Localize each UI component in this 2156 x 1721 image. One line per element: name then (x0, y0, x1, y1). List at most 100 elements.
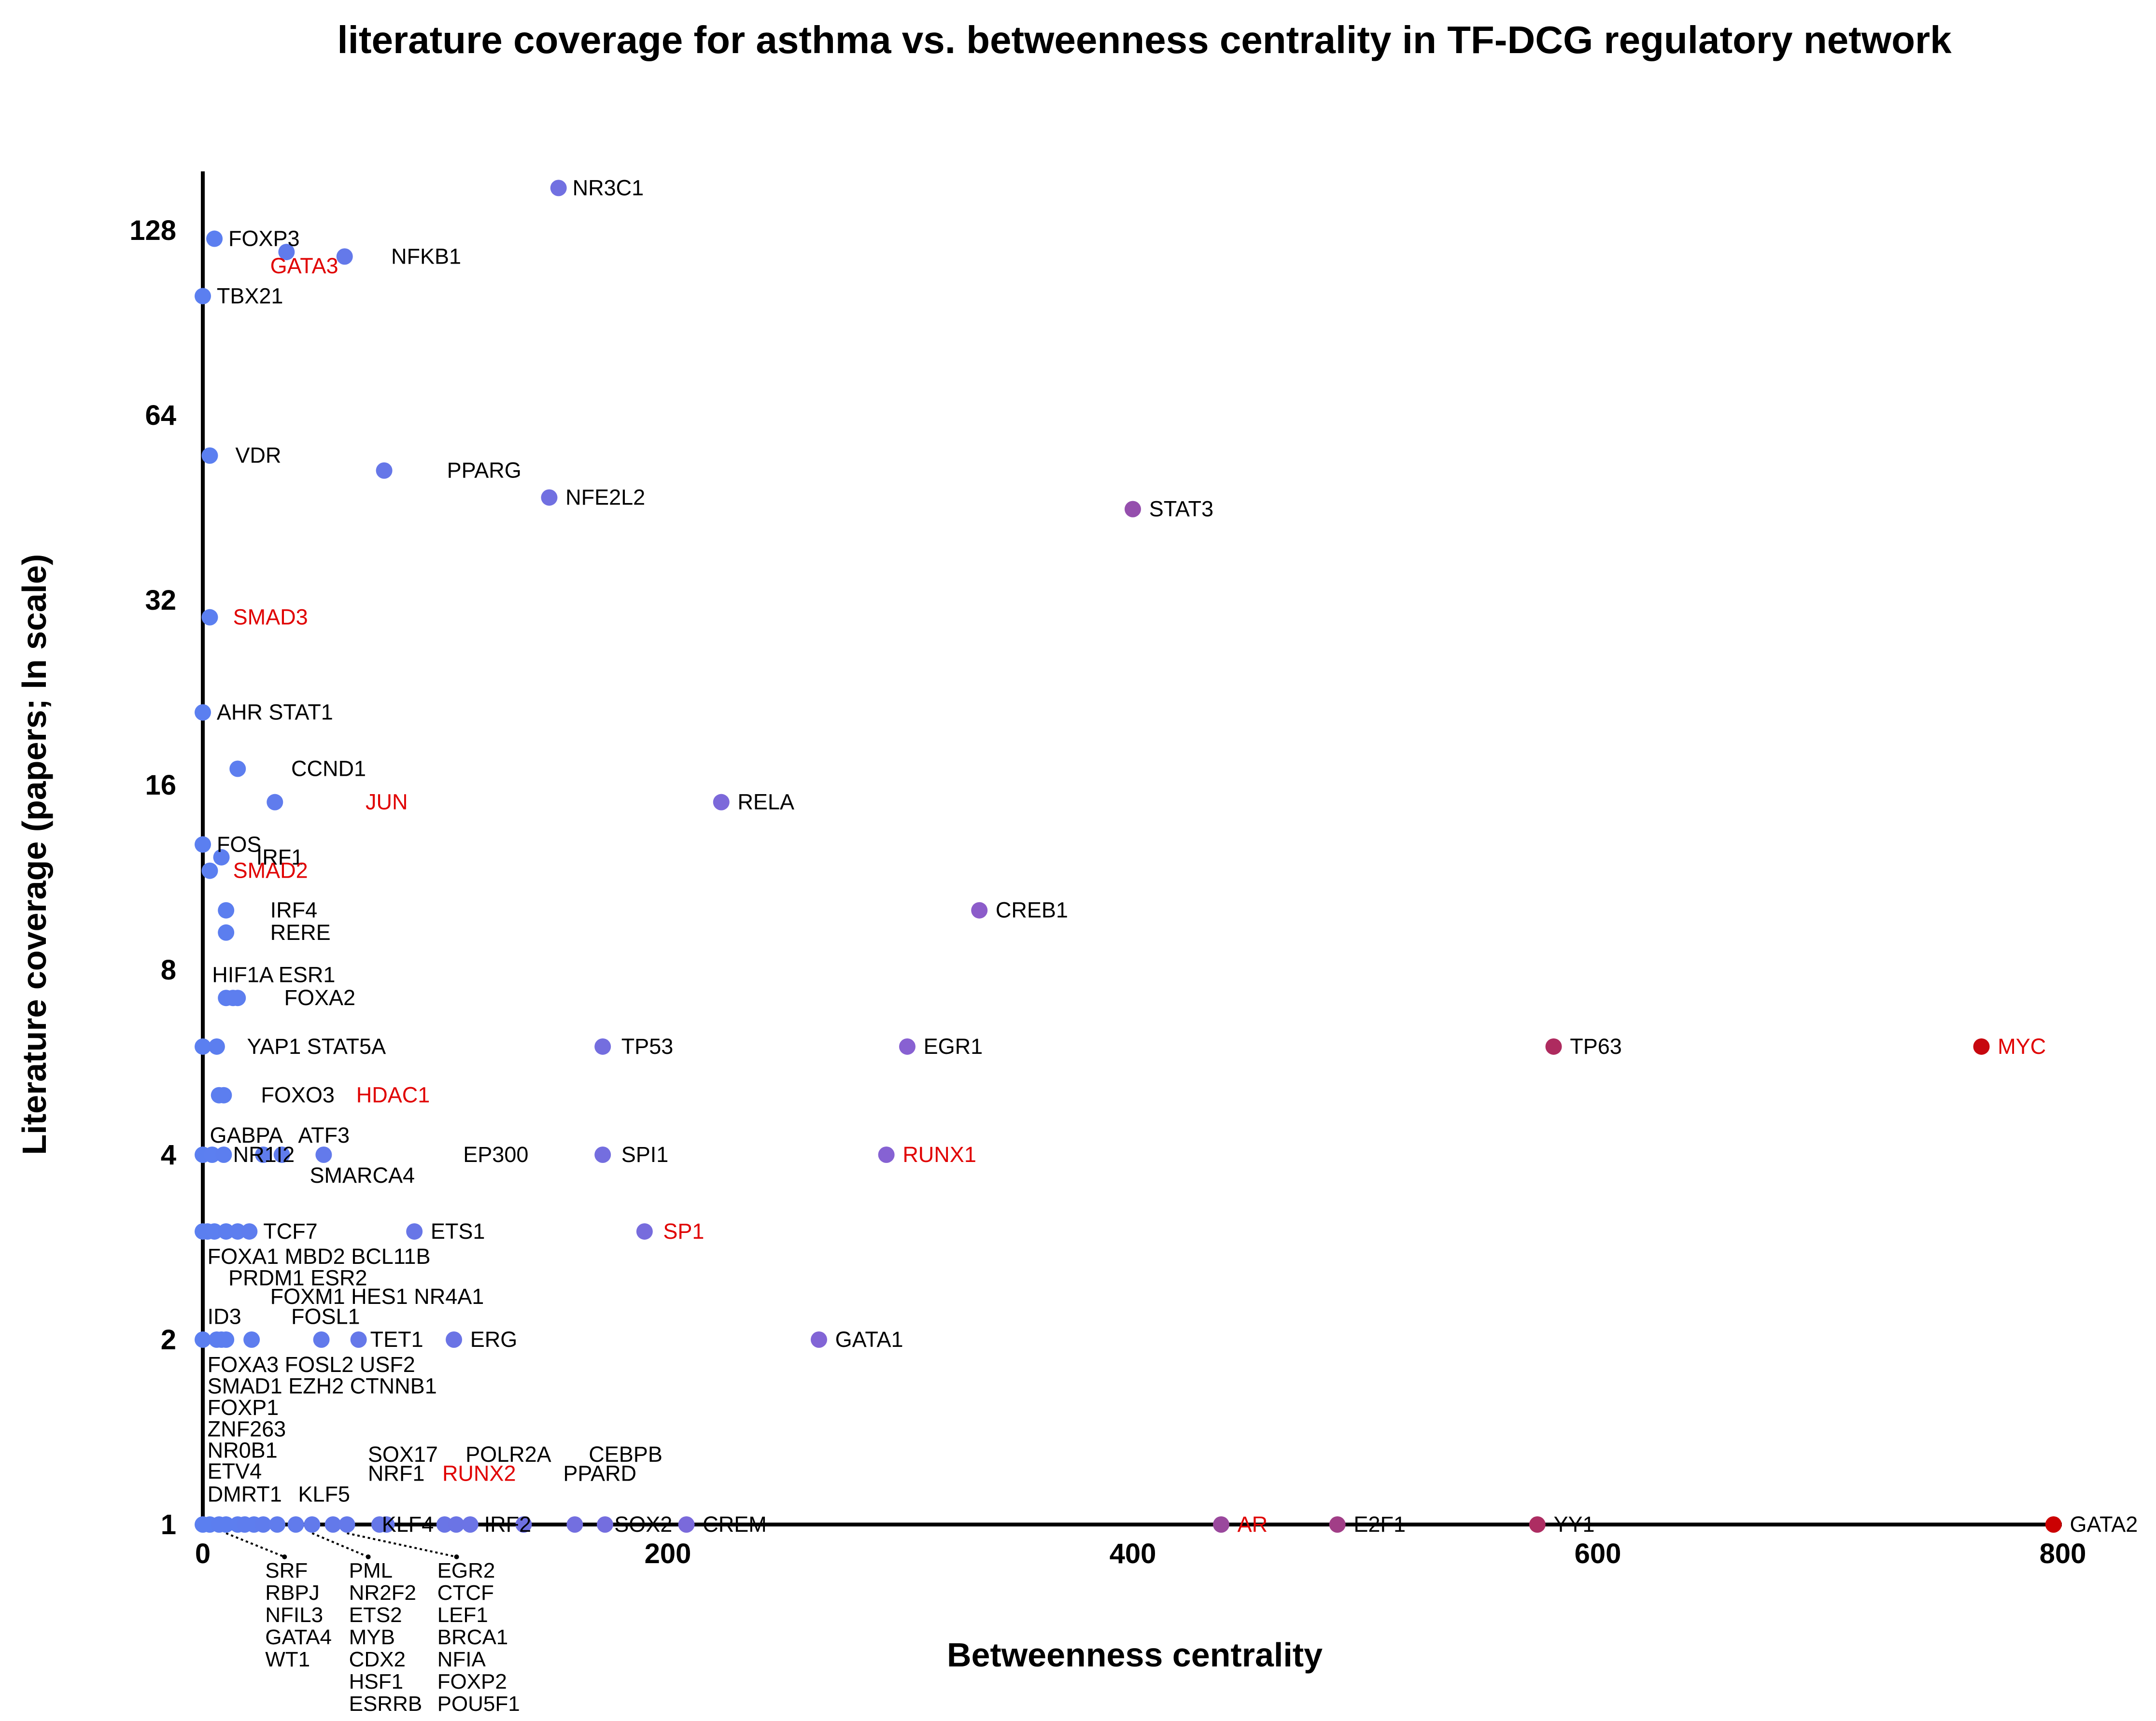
data-point (195, 704, 211, 721)
list-gene-label: PML (349, 1559, 393, 1582)
y-tick-label: 32 (145, 585, 176, 616)
gene-label: TP63 (1570, 1034, 1622, 1059)
gene-label: CEBPB (589, 1442, 662, 1467)
x-tick-label: 800 (2040, 1538, 2086, 1569)
gene-label: SMAD2 (233, 858, 308, 883)
gene-label: FOXP3 (228, 226, 300, 251)
list-gene-label: RBPJ (265, 1581, 319, 1605)
gene-label: JUN (366, 790, 408, 814)
data-point (218, 1331, 235, 1348)
data-point (208, 1038, 225, 1055)
data-point (678, 1516, 695, 1533)
gene-label: GATA1 (835, 1327, 903, 1352)
gene-label: ATF3 (298, 1123, 350, 1147)
gene-label: FOXA3 FOSL2 USF2 (208, 1352, 415, 1377)
y-tick-label: 2 (161, 1324, 176, 1356)
list-gene-label: LEF1 (437, 1603, 488, 1627)
gene-label: PPARG (447, 458, 521, 483)
data-point (350, 1331, 367, 1348)
gene-label: FOXO3 (261, 1083, 335, 1107)
x-tick-labels: 0 200 400 600 800 (195, 1538, 2086, 1569)
gene-label: IRF2 (484, 1512, 532, 1537)
list-gene-label: ETS2 (349, 1603, 402, 1627)
data-point (206, 1223, 223, 1240)
gene-label: IRF4 (270, 898, 318, 923)
gene-label: RELA (737, 790, 794, 814)
gene-label: TET1 (370, 1327, 423, 1352)
list-gene-label: POU5F1 (437, 1692, 520, 1716)
data-point (878, 1147, 895, 1163)
gene-label: AHR STAT1 (217, 700, 333, 725)
leader-arrowhead (366, 1554, 371, 1559)
gene-label: NR1I2 (233, 1142, 295, 1167)
data-point (1329, 1516, 1346, 1533)
list-gene-label: BRCA1 (437, 1625, 508, 1649)
y-tick-label: 1 (161, 1509, 176, 1540)
data-point (267, 794, 283, 811)
data-point (448, 1516, 465, 1533)
gene-label: TCF7 (263, 1219, 318, 1244)
gene-label: YY1 (1554, 1512, 1595, 1537)
data-point (378, 1516, 395, 1533)
gene-label: EGR1 (924, 1034, 983, 1059)
y-tick-label: 8 (161, 954, 176, 986)
data-point (1125, 501, 1141, 518)
gene-label: NR0B1 (208, 1438, 278, 1463)
leader-arrowhead (282, 1554, 287, 1559)
data-point (315, 1147, 332, 1163)
data-point (338, 1516, 355, 1533)
y-tick-labels: 1 2 4 8 16 32 64 128 (129, 215, 176, 1540)
data-point (195, 1038, 211, 1055)
gene-label: EP300 (463, 1142, 528, 1167)
gene-label: KLF4 (382, 1512, 434, 1537)
gene-label: FOXA2 (284, 985, 356, 1010)
data-point (241, 1223, 258, 1240)
gene-label: SMARCA4 (310, 1163, 415, 1188)
list-gene-label: GATA4 (265, 1625, 332, 1649)
data-point (215, 1087, 232, 1104)
list-gene-label: ESRRB (349, 1692, 423, 1716)
data-point (1973, 1038, 1990, 1055)
x-tick-label: 0 (195, 1538, 211, 1569)
gene-label: FOSL1 (291, 1304, 360, 1329)
x-tick-label: 600 (1575, 1538, 1621, 1569)
data-point (204, 1147, 221, 1163)
data-point (195, 1331, 211, 1348)
x-axis-label: Betweenness centrality (947, 1636, 1323, 1674)
gene-label: AR (1238, 1512, 1268, 1537)
data-point (899, 1038, 916, 1055)
gene-label: SMAD1 EZH2 CTNNB1 (208, 1373, 437, 1398)
gene-label: GATA2 (2070, 1512, 2138, 1537)
data-point (255, 1147, 272, 1163)
gene-label: FOXA1 MBD2 BCL11B (208, 1244, 431, 1269)
gene-label: SPI1 (621, 1142, 669, 1167)
gene-label: RUNX2 (442, 1461, 516, 1486)
y-tick-label: 4 (161, 1139, 176, 1171)
gene-label: NR3C1 (573, 175, 644, 200)
gene-label: TBX21 (217, 283, 283, 308)
data-point (1529, 1516, 1546, 1533)
gene-label: YAP1 STAT5A (247, 1034, 386, 1059)
data-point (2045, 1516, 2062, 1533)
data-point (218, 1516, 235, 1533)
data-point (971, 902, 988, 919)
leader-arrowhead (454, 1554, 459, 1559)
data-point (201, 447, 218, 464)
list-gene-label: NR2F2 (349, 1581, 416, 1605)
data-point (376, 462, 393, 479)
gene-label: ZNF263 (208, 1416, 286, 1441)
list-gene-label: NFIL3 (265, 1603, 323, 1627)
gene-label: MYC (1998, 1034, 2046, 1059)
data-point (229, 990, 246, 1007)
gene-label: SOX2 (614, 1512, 672, 1537)
data-point (278, 243, 295, 260)
gene-label: CREB1 (996, 898, 1068, 923)
data-point (218, 902, 235, 919)
gene-label: STAT3 (1149, 497, 1213, 521)
y-axis-label: Literature coverage (papers; ln scale) (15, 554, 53, 1155)
data-point (304, 1516, 321, 1533)
data-point (215, 1147, 232, 1163)
gene-label: ID3 (208, 1304, 241, 1329)
